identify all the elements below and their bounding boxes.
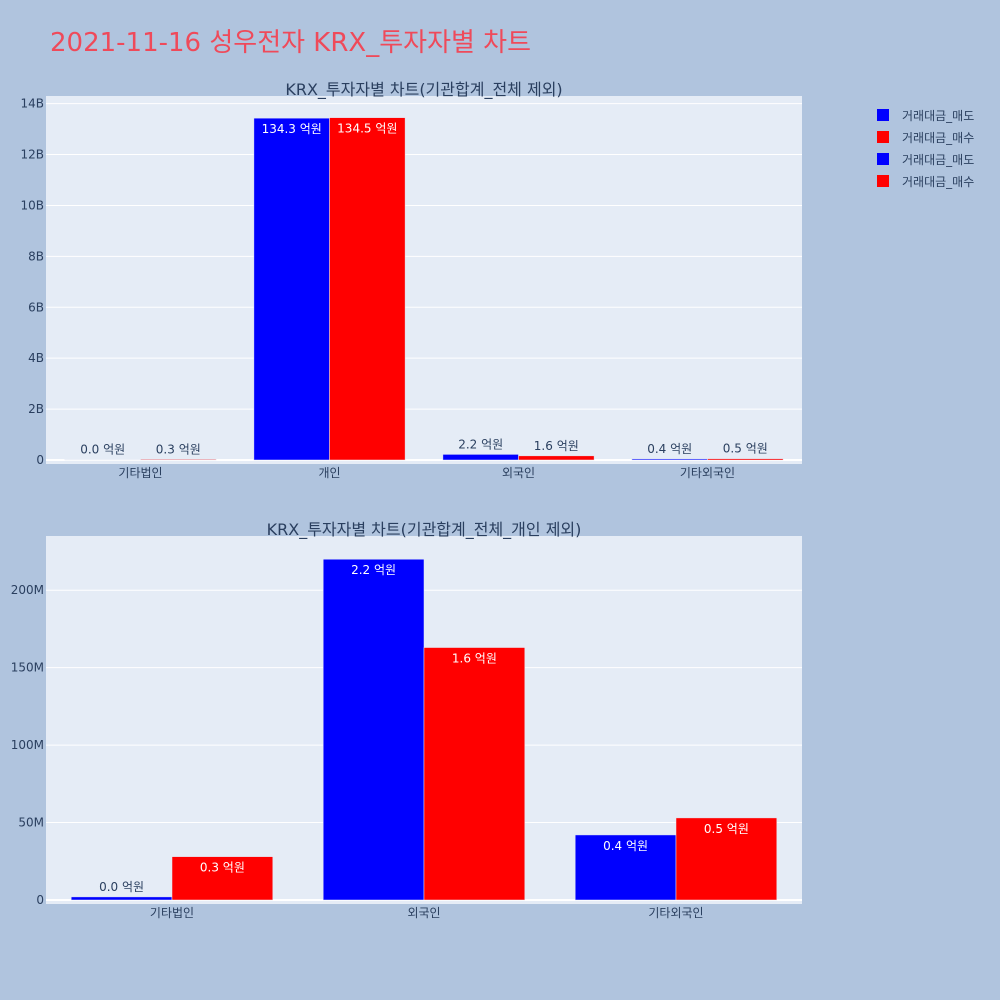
- chart-title: KRX_투자자별 차트(기관합계_전체 제외): [285, 80, 562, 100]
- data-label: 1.6 억원: [452, 652, 497, 666]
- y-tick-label: 10B: [20, 198, 44, 212]
- plot-area-1: [46, 96, 802, 464]
- bar-buy: [518, 455, 595, 461]
- x-tick-label: 기타법인: [118, 466, 162, 480]
- data-label: 0.0 억원: [80, 443, 125, 457]
- bar-sell: [442, 454, 519, 461]
- y-tick-label: 0: [36, 453, 44, 467]
- bar-buy: [675, 817, 778, 901]
- data-label: 134.3 억원: [262, 122, 322, 136]
- y-tick-label: 0: [36, 893, 44, 907]
- data-label: 0.0 억원: [99, 880, 144, 894]
- bar-sell: [631, 458, 708, 461]
- legend-swatch: [877, 175, 889, 187]
- bar-sell: [253, 117, 330, 461]
- data-label: 2.2 억원: [351, 563, 396, 577]
- bar-sell: [574, 834, 677, 901]
- data-label: 0.5 억원: [704, 822, 749, 836]
- bar-sell: [70, 896, 173, 901]
- y-tick-label: 14B: [20, 97, 44, 111]
- bar-buy: [423, 647, 526, 901]
- bar-sell: [322, 558, 425, 901]
- bar-buy: [171, 856, 274, 901]
- y-tick-label: 12B: [20, 148, 44, 162]
- legend-item: 거래대금_매수: [902, 131, 974, 145]
- bar-buy: [707, 458, 784, 461]
- x-tick-label: 외국인: [502, 466, 535, 480]
- legend-swatch: [877, 109, 889, 121]
- page-title: 2021-11-16 성우전자 KRX_투자자별 차트: [50, 28, 532, 58]
- legend-swatch: [877, 131, 889, 143]
- legend-item: 거래대금_매수: [902, 175, 974, 189]
- data-label: 0.4 억원: [647, 442, 692, 456]
- bar-sell: [64, 459, 141, 461]
- legend-swatch: [877, 153, 889, 165]
- y-tick-label: 50M: [18, 816, 44, 830]
- data-label: 2.2 억원: [458, 437, 503, 451]
- bar-buy: [140, 459, 217, 461]
- x-tick-label: 기타외국인: [648, 906, 703, 920]
- y-tick-label: 6B: [28, 300, 44, 314]
- x-tick-label: 기타법인: [150, 906, 194, 920]
- data-label: 134.5 억원: [337, 122, 397, 136]
- y-tick-label: 8B: [28, 249, 44, 263]
- data-label: 0.4 억원: [603, 839, 648, 853]
- legend-item: 거래대금_매도: [902, 109, 974, 123]
- y-tick-label: 100M: [11, 738, 44, 752]
- y-tick-label: 4B: [28, 351, 44, 365]
- legend-item: 거래대금_매도: [902, 153, 974, 167]
- x-tick-label: 개인: [318, 466, 340, 480]
- y-tick-label: 150M: [11, 661, 44, 675]
- data-label: 1.6 억원: [534, 439, 579, 453]
- data-label: 0.3 억원: [156, 442, 201, 456]
- x-tick-label: 기타외국인: [680, 466, 735, 480]
- x-tick-label: 외국인: [407, 906, 440, 920]
- data-label: 0.3 억원: [200, 861, 245, 875]
- y-tick-label: 200M: [11, 583, 44, 597]
- bar-buy: [329, 117, 406, 461]
- chart-title: KRX_투자자별 차트(기관합계_전체_개인 제외): [267, 520, 582, 540]
- data-label: 0.5 억원: [723, 442, 768, 456]
- y-tick-label: 2B: [28, 402, 44, 416]
